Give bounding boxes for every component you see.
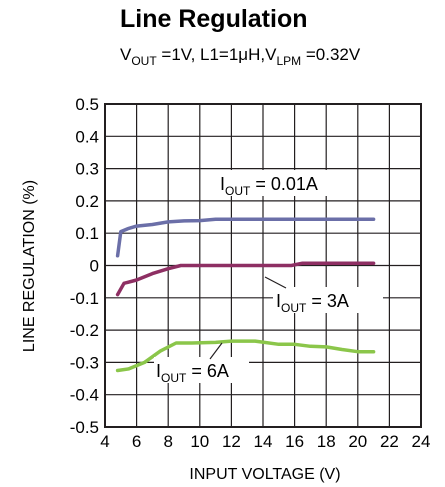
- subtitle-subscript: OUT: [131, 54, 157, 68]
- x-tick-label: 6: [132, 432, 141, 451]
- x-tick-label: 14: [254, 432, 273, 451]
- x-tick-label: 16: [285, 432, 304, 451]
- annotation-background: [154, 357, 249, 383]
- x-tick-label: 20: [348, 432, 367, 451]
- series-line-0: [115, 217, 376, 258]
- y-tick-label: -0.5: [70, 418, 99, 437]
- plot-frame: [104, 103, 422, 428]
- x-tick-label: 4: [100, 432, 109, 451]
- x-tick-label: 22: [380, 432, 399, 451]
- y-tick-label: -0.2: [70, 321, 99, 340]
- x-tick-label: 18: [317, 432, 336, 451]
- y-axis-label: LINE REGULATION (%): [21, 180, 38, 352]
- chart-title: Line Regulation: [120, 5, 308, 33]
- subtitle-text: =1V, L1=1μH,V: [157, 45, 277, 64]
- x-tick-labels: 4 6 8 10 12 14 16 18 20 22 24: [100, 432, 430, 451]
- y-tick-labels: 0.5 0.4 0.3 0.2 0.1 0 -0.1 -0.2 -0.3 -0.4 -0.5: [70, 95, 99, 437]
- subtitle-text: V: [120, 45, 132, 64]
- x-axis-label: INPUT VOLTAGE (V): [189, 466, 340, 483]
- subtitle-text: =0.32V: [301, 45, 361, 64]
- chart-subtitle: VOUT =1V, L1=1μH,VLPM =0.32V: [120, 45, 361, 68]
- series-line-1: [115, 261, 376, 297]
- subtitle-subscript: LPM: [276, 54, 301, 68]
- y-tick-label: 0.4: [75, 127, 99, 146]
- series-label-1: IOUT = 3A: [276, 291, 349, 315]
- annotation-background: [217, 170, 352, 196]
- x-tick-label: 24: [412, 432, 431, 451]
- y-tick-label: -0.4: [70, 386, 99, 405]
- x-tick-label: 12: [222, 432, 241, 451]
- series-annotations: IOUT = 0.01A IOUT = 3A IOUT = 6A: [154, 170, 383, 385]
- x-tick-label: 8: [163, 432, 172, 451]
- annotation-leader: [209, 342, 223, 360]
- x-tick-label: 10: [190, 432, 209, 451]
- y-tick-label: 0.1: [75, 224, 99, 243]
- series-label-2: IOUT = 6A: [156, 361, 229, 385]
- y-tick-label: 0.3: [75, 160, 99, 179]
- series-group: [115, 217, 376, 373]
- annotation-leader: [264, 276, 287, 289]
- y-tick-label: 0.5: [75, 95, 99, 114]
- series-label-0: IOUT = 0.01A: [220, 174, 318, 198]
- y-tick-label: -0.3: [70, 353, 99, 372]
- y-tick-label: 0: [90, 257, 99, 276]
- y-tick-label: 0.2: [75, 192, 99, 211]
- series-line-2: [115, 339, 376, 373]
- annotation-background: [273, 287, 383, 313]
- y-tick-label: -0.1: [70, 289, 99, 308]
